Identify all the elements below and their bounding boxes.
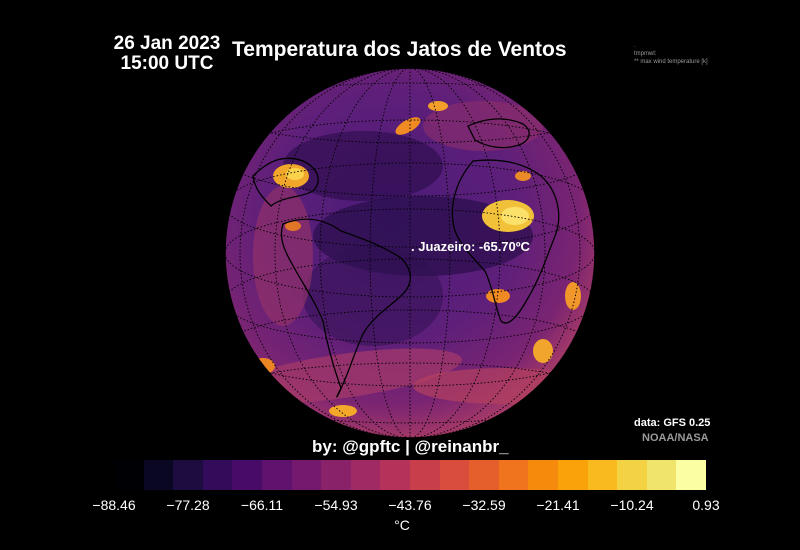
colorbar-swatch: [498, 460, 529, 490]
author-credit: by: @gpftc | @reinanbr_: [312, 437, 509, 456]
graticule: [225, 68, 595, 438]
colorbar-swatch: [587, 460, 618, 490]
colorbar-tick-label: −66.11: [240, 497, 284, 513]
colorbar-swatch: [676, 460, 706, 490]
coastlines: [252, 118, 560, 398]
colorbar-swatch: [232, 460, 262, 490]
meta-note-variable: tmpmwl:: [634, 51, 657, 57]
data-provider-text: NOAA/NASA: [642, 432, 709, 444]
colorbar-tick-label: −10.24: [610, 497, 654, 513]
colorbar-swatch: [380, 460, 410, 490]
meta-notes: . tmpmwl: ** max wind temperature [k]: [634, 42, 708, 66]
colorbar: [114, 460, 706, 490]
colorbar-swatch: [350, 460, 381, 490]
colorbar-unit: °C: [394, 517, 410, 533]
colorbar-tick-label: −21.41: [536, 497, 580, 513]
colorbar-swatch: [469, 460, 499, 490]
meta-note-dot: .: [634, 43, 636, 49]
colorbar-swatch: [143, 460, 174, 490]
colorbar-tick-label: −77.28: [166, 497, 210, 513]
colorbar-swatch: [202, 460, 233, 490]
globe-map: [224, 67, 596, 439]
colorbar-tick-label: −43.76: [388, 497, 432, 513]
colorbar-swatch: [409, 460, 440, 490]
colorbar-swatch: [528, 460, 558, 490]
data-source-text: data: GFS 0.25: [634, 417, 711, 429]
map-title: Temperatura dos Jatos de Ventos: [232, 38, 567, 61]
colorbar-swatch: [439, 460, 470, 490]
colorbar-tick-label: −54.93: [314, 497, 358, 513]
colorbar-swatch: [114, 460, 144, 490]
colorbar-tick-label: 0.93: [692, 497, 720, 513]
colorbar-swatch: [173, 460, 203, 490]
colorbar-swatch: [557, 460, 588, 490]
location-label-juazeiro: . Juazeiro: -65.70ºC: [411, 239, 530, 254]
temperature-field: [225, 101, 593, 417]
meta-note-description: ** max wind temperature [k]: [634, 59, 708, 65]
colorbar-tick-label: −32.59: [462, 497, 506, 513]
colorbar-swatch: [261, 460, 292, 490]
time-text: 15:00 UTC: [120, 53, 214, 74]
colorbar-swatch: [646, 460, 677, 490]
colorbar-swatch: [321, 460, 351, 490]
colorbar-tick-label: −88.46: [92, 497, 136, 513]
colorbar-swatch: [291, 460, 322, 490]
colorbar-swatch: [617, 460, 647, 490]
date-text: 26 Jan 2023: [113, 33, 221, 54]
